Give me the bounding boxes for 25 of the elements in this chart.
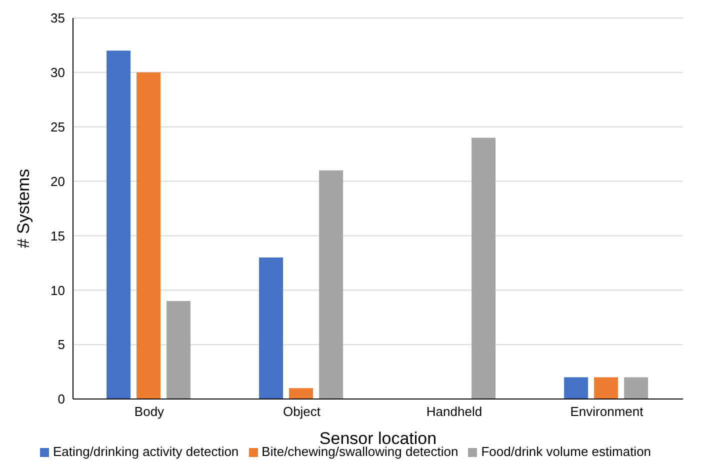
bar [564, 377, 588, 399]
y-tick-label: 20 [50, 174, 65, 189]
bar [472, 138, 496, 399]
x-tick-label: Object [282, 404, 321, 420]
bar [259, 257, 284, 399]
y-tick-label: 0 [58, 392, 65, 407]
x-tick-label: Environment [570, 404, 644, 420]
bar [136, 72, 161, 399]
x-tick-label: Body [134, 404, 165, 420]
y-tick-label: 15 [50, 228, 65, 244]
legend-label: Food/drink volume estimation [481, 444, 652, 459]
y-tick-label: 30 [50, 65, 65, 80]
x-tick-label: Handheld [426, 404, 482, 420]
y-tick-label: 5 [58, 337, 65, 352]
y-tick-label: 25 [50, 119, 65, 134]
bar [594, 377, 618, 399]
y-axis-title: # Systems [14, 168, 34, 248]
bar [319, 170, 344, 399]
bar [624, 377, 648, 399]
y-tick-label: 35 [50, 10, 65, 26]
y-tick-label: 10 [50, 282, 65, 298]
bar [166, 301, 191, 399]
bar [106, 50, 131, 399]
legend-label: Eating/drinking activity detection [52, 444, 239, 459]
bar [289, 388, 314, 399]
